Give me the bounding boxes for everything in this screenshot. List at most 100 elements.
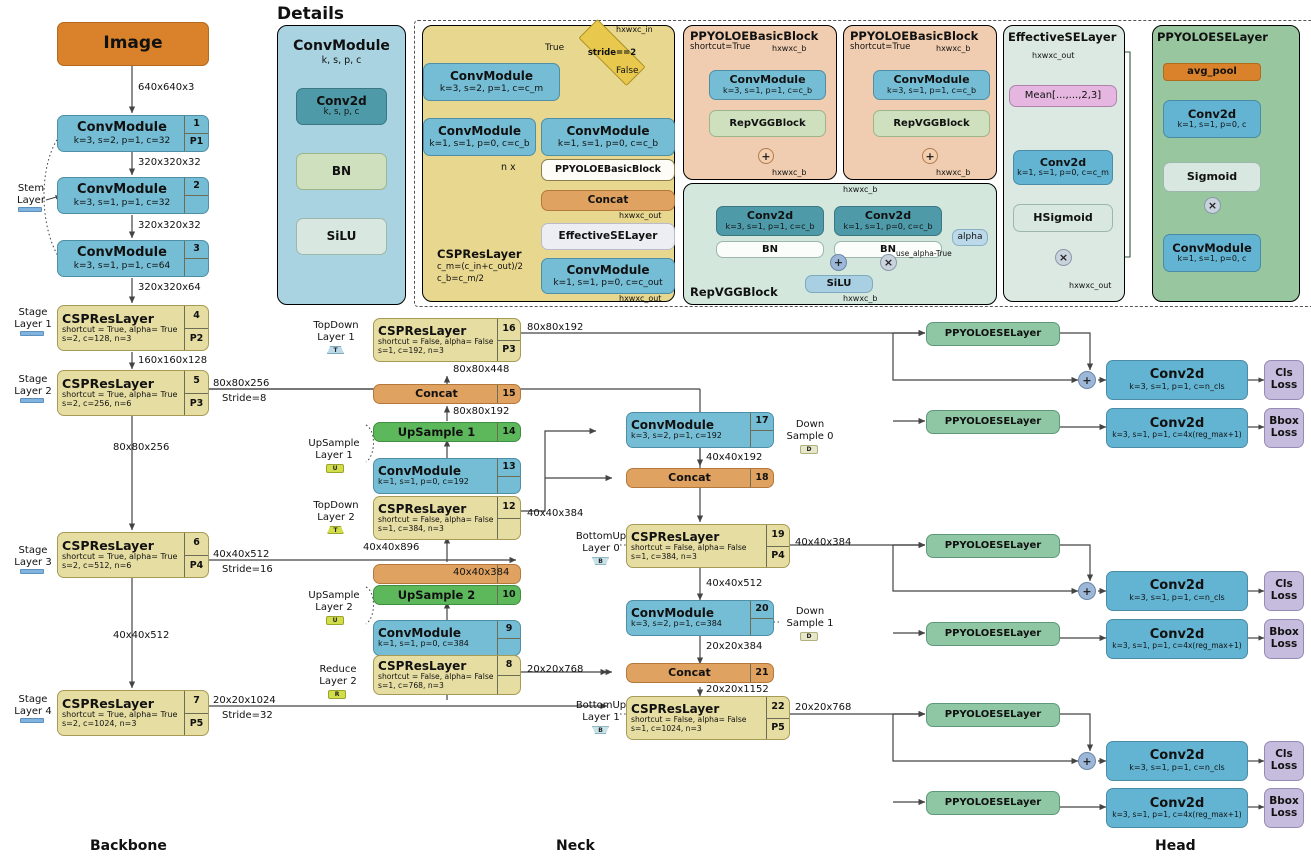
detail-cspreslayer-eselayer[interactable]: EffectiveSELayer bbox=[541, 223, 675, 250]
detail-repvgg-silu[interactable]: SiLU bbox=[805, 275, 873, 293]
edge-label-csp5-csp6: 80x80x256 bbox=[113, 442, 170, 453]
neck-block-14-upsample[interactable]: UpSample 1 14 bbox=[373, 422, 521, 442]
neck-block-10-upsample[interactable]: UpSample 2 10 bbox=[373, 585, 521, 605]
detail-cspreslayer-basicblock[interactable]: PPYOLOEBasicBlock bbox=[541, 159, 675, 181]
detail-psel-convmodule[interactable]: ConvModule k=1, s=1, p=0, c bbox=[1163, 234, 1261, 272]
head-row2-conv-bbox[interactable]: Conv2d k=3, s=1, p=1, c=4x(reg_max+1) bbox=[1106, 619, 1248, 659]
block-index-column: 1 P1 bbox=[184, 116, 208, 151]
head-row2-cls-loss[interactable]: Cls Loss bbox=[1264, 571, 1304, 611]
repvgg-label: RepVGGBlock bbox=[893, 117, 970, 129]
conv-params: k=3, s=1, p=1, c=n_cls bbox=[1129, 592, 1225, 602]
neck-block-12-cspreslayer[interactable]: CSPResLayer shortcut = False, alpha= Fal… bbox=[373, 496, 521, 540]
block-pyramid-level: P5 bbox=[185, 712, 208, 736]
detail-convmodule-bn[interactable]: BN bbox=[296, 153, 387, 190]
detail-cspreslayer-false-label: False bbox=[616, 66, 639, 76]
detail-cspreslayer-concat[interactable]: Concat bbox=[541, 190, 675, 211]
detail-repvgg-bn-left[interactable]: BN bbox=[716, 241, 824, 258]
head-row2-se-cls[interactable]: PPYOLOESELayer bbox=[926, 534, 1060, 558]
concat-label: Concat bbox=[587, 193, 629, 206]
head-row1-se-bbox[interactable]: PPYOLOESELayer bbox=[926, 410, 1060, 434]
neck-block-22-cspreslayer[interactable]: CSPResLayer shortcut = False, alpha= Fal… bbox=[626, 696, 790, 740]
detail-convmodule-conv2d[interactable]: Conv2d k, s, p, c bbox=[296, 88, 387, 125]
detail-convmodule-silu[interactable]: SiLU bbox=[296, 218, 387, 255]
detail-basicblock-right-repvgg[interactable]: RepVGGBlock bbox=[873, 110, 990, 137]
backbone-block-1-convmodule[interactable]: ConvModule k=3, s=2, p=1, c=32 1 P1 bbox=[57, 115, 209, 152]
backbone-block-3-convmodule[interactable]: ConvModule k=3, s=1, p=1, c=64 3 bbox=[57, 240, 209, 277]
detail-psel-avgpool[interactable]: avg_pool bbox=[1163, 63, 1261, 81]
head-row2-conv-cls[interactable]: Conv2d k=3, s=1, p=1, c=n_cls bbox=[1106, 571, 1248, 611]
block-pyramid-level: P1 bbox=[185, 133, 208, 151]
block-index-column: 7 P5 bbox=[184, 691, 208, 735]
detail-cspreslayer-conv-right[interactable]: ConvModule k=1, s=1, p=0, c=c_b bbox=[541, 118, 675, 156]
bn-label: BN bbox=[880, 243, 896, 255]
detail-repvgg-multiply-icon: × bbox=[880, 254, 897, 271]
block-params-2: s=1, c=1024, n=3 bbox=[631, 723, 702, 733]
backbone-block-5-cspreslayer[interactable]: CSPResLayer shortcut = True, alpha= True… bbox=[57, 370, 209, 416]
detail-repvgg-conv3x3[interactable]: Conv2d k=3, s=1, p=1, c=c_b bbox=[716, 206, 824, 236]
head-row3-conv-bbox[interactable]: Conv2d k=3, s=1, p=1, c=4x(reg_max+1) bbox=[1106, 788, 1248, 828]
head-row3-cls-loss[interactable]: Cls Loss bbox=[1264, 741, 1304, 781]
head-row3-se-bbox[interactable]: PPYOLOESELayer bbox=[926, 791, 1060, 815]
backbone-image-block[interactable]: Image bbox=[57, 22, 209, 66]
neck-block-13-convmodule[interactable]: ConvModule k=1, s=1, p=0, c=192 13 bbox=[373, 458, 521, 494]
conv-params: k=1, s=1, p=0, c=c_b bbox=[429, 138, 530, 149]
head-row3-conv-cls[interactable]: Conv2d k=3, s=1, p=1, c=n_cls bbox=[1106, 741, 1248, 781]
detail-psel-conv2d[interactable]: Conv2d k=1, s=1, p=0, c bbox=[1163, 100, 1261, 138]
block-params: shortcut = False, alpha= False bbox=[378, 337, 494, 347]
head-row3-se-cls[interactable]: PPYOLOESELayer bbox=[926, 703, 1060, 727]
head-row1-bbox-loss[interactable]: Bbox Loss bbox=[1264, 408, 1304, 448]
block-index: 4 bbox=[193, 310, 200, 322]
backbone-block-6-cspreslayer[interactable]: CSPResLayer shortcut = True, alpha= True… bbox=[57, 532, 209, 578]
detail-ese-hsigmoid[interactable]: HSigmoid bbox=[1013, 204, 1113, 232]
detail-cspreslayer-conv-stride2[interactable]: ConvModule k=3, s=2, p=1, c=c_m bbox=[423, 63, 560, 101]
block-index: 9 bbox=[505, 622, 513, 634]
detail-cspreslayer-conv-out[interactable]: ConvModule k=1, s=1, p=0, c=c_out bbox=[541, 258, 675, 294]
conv-params: k=3, s=1, p=1, c=c_b bbox=[886, 85, 977, 95]
head-row1-se-cls[interactable]: PPYOLOESELayer bbox=[926, 322, 1060, 346]
head-row2-se-bbox[interactable]: PPYOLOESELayer bbox=[926, 622, 1060, 646]
conv-title: ConvModule bbox=[438, 124, 521, 139]
head-row2-bbox-loss[interactable]: Bbox Loss bbox=[1264, 619, 1304, 659]
backbone-block-4-cspreslayer[interactable]: CSPResLayer shortcut = True, alpha= True… bbox=[57, 305, 209, 351]
legend-marker-stage2-icon bbox=[20, 398, 44, 403]
detail-basicblock-left-conv[interactable]: ConvModule k=3, s=1, p=1, c=c_b bbox=[709, 70, 826, 100]
neck-block-19-cspreslayer[interactable]: CSPResLayer shortcut = False, alpha= Fal… bbox=[626, 524, 790, 568]
neck-block-15-concat[interactable]: Concat 15 bbox=[373, 384, 521, 404]
detail-cspreslayer-stride-decision[interactable]: stride==2 bbox=[578, 18, 646, 87]
detail-ese-conv2d[interactable]: Conv2d k=1, s=1, p=0, c=c_m bbox=[1013, 150, 1113, 185]
neck-block-11-concat[interactable] bbox=[373, 564, 521, 584]
head-row1-conv-bbox[interactable]: Conv2d k=3, s=1, p=1, c=4x(reg_max+1) bbox=[1106, 408, 1248, 448]
detail-panel-basicblock-noshortcut bbox=[843, 25, 997, 180]
block-index: 21 bbox=[755, 666, 769, 678]
neck-block-16-cspreslayer[interactable]: CSPResLayer shortcut = False, alpha= Fal… bbox=[373, 318, 521, 362]
diamond-label: stride==2 bbox=[587, 47, 637, 58]
neck-block-9-convmodule[interactable]: ConvModule k=1, s=1, p=0, c=384 9 bbox=[373, 620, 521, 656]
details-title: Details bbox=[277, 4, 345, 24]
legend-marker-downsample1-icon: D bbox=[800, 632, 818, 641]
detail-cspreslayer-conv-left[interactable]: ConvModule k=1, s=1, p=0, c=c_b bbox=[423, 118, 536, 156]
detail-basicblock-left-repvgg[interactable]: RepVGGBlock bbox=[709, 110, 826, 137]
detail-ese-mean[interactable]: Mean[...,...,2,3] bbox=[1009, 85, 1117, 107]
block-index-column: 12 bbox=[497, 497, 520, 539]
neck-block-8-cspreslayer[interactable]: CSPResLayer shortcut = False, alpha= Fal… bbox=[373, 655, 521, 695]
conv-title: ConvModule bbox=[566, 124, 650, 139]
head-row3-bbox-loss[interactable]: Bbox Loss bbox=[1264, 788, 1304, 828]
backbone-block-2-convmodule[interactable]: ConvModule k=3, s=1, p=1, c=32 2 bbox=[57, 177, 209, 214]
neck-block-17-convmodule[interactable]: ConvModule k=3, s=2, p=1, c=192 17 bbox=[626, 412, 774, 448]
neck-block-21-concat[interactable]: Concat 21 bbox=[626, 663, 774, 683]
detail-repvgg-alpha[interactable]: alpha bbox=[952, 229, 988, 246]
legend-marker-stem-icon bbox=[18, 207, 42, 212]
block-params-2: s=1, c=768, n=3 bbox=[378, 680, 444, 690]
legend-stem-layer: Stem Layer bbox=[17, 183, 45, 206]
head-row1-cls-loss[interactable]: Cls Loss bbox=[1264, 360, 1304, 400]
head-row1-conv-cls[interactable]: Conv2d k=3, s=1, p=1, c=n_cls bbox=[1106, 360, 1248, 400]
detail-repvgg-conv1x1[interactable]: Conv2d k=1, s=1, p=0, c=c_b bbox=[834, 206, 942, 236]
block-params-2: s=1, c=384, n=3 bbox=[378, 523, 444, 533]
detail-basicblock-right-conv[interactable]: ConvModule k=3, s=1, p=1, c=c_b bbox=[873, 70, 990, 100]
backbone-block-7-cspreslayer[interactable]: CSPResLayer shortcut = True, alpha= True… bbox=[57, 690, 209, 736]
legend-stage-layer-4: Stage Layer 4 bbox=[14, 694, 52, 717]
neck-block-18-concat[interactable]: Concat 18 bbox=[626, 468, 774, 488]
neck-block-20-convmodule[interactable]: ConvModule k=3, s=2, p=1, c=384 20 bbox=[626, 600, 774, 636]
detail-psel-sigmoid[interactable]: Sigmoid bbox=[1163, 162, 1261, 192]
loss-line1: Cls bbox=[1275, 578, 1293, 591]
